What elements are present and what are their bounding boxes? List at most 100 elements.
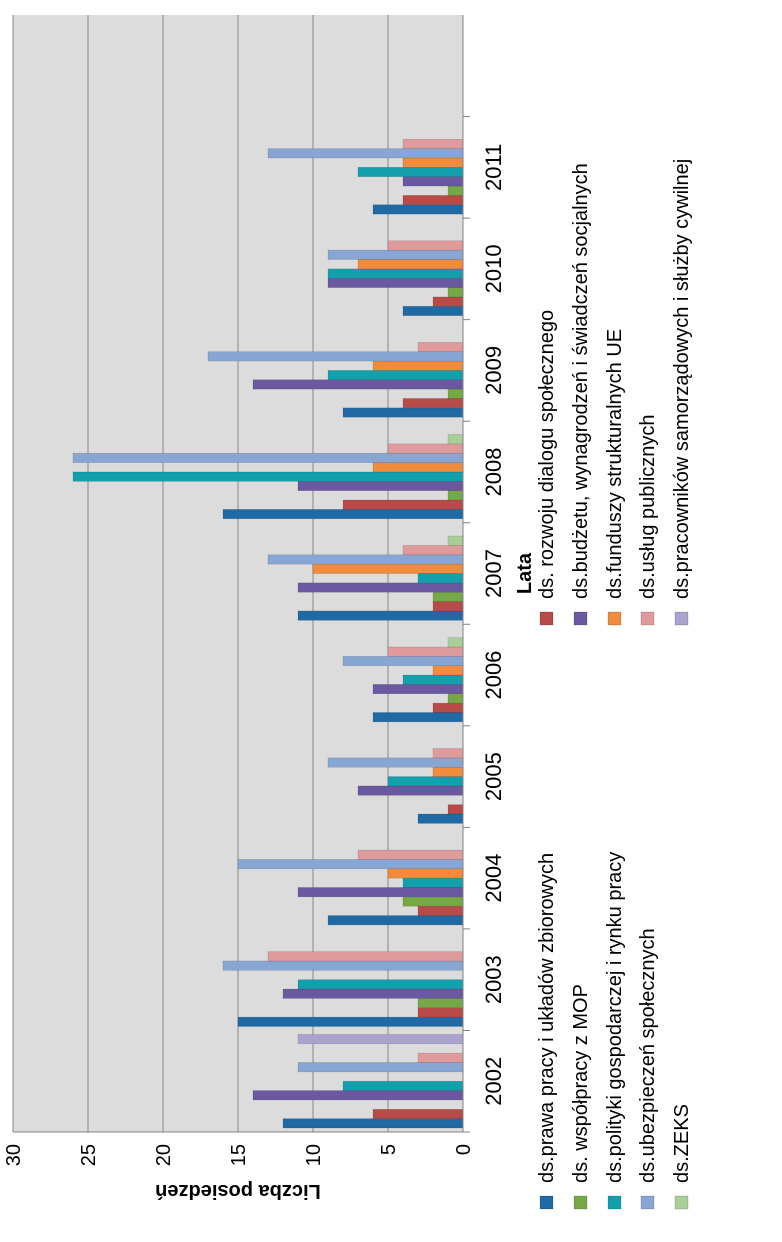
bar [327,915,464,926]
bar [402,138,464,149]
bar [372,462,464,473]
axes [13,15,470,1133]
legend-swatch [539,611,554,626]
legend-swatch [674,1195,689,1210]
bar [312,563,464,574]
bar [447,185,464,196]
bar [447,490,464,501]
value-tick-label: 30 [3,1144,25,1166]
bar [342,407,464,418]
bar [447,388,464,399]
bar [297,610,464,621]
bar [342,499,464,510]
value-tick-label: 20 [153,1144,175,1166]
bar [252,379,464,390]
legend-swatch [607,1195,622,1210]
bar [417,573,464,584]
category-tick-label: 2009 [481,346,506,395]
bar [372,360,464,371]
bar [402,195,464,206]
category-tick-label: 2007 [481,549,506,598]
bar [447,637,464,648]
category-tick-label: 2010 [481,244,506,293]
bar [297,1062,464,1073]
value-tick-label: 25 [78,1144,100,1166]
bar [327,268,464,279]
legend-label: ds. rozwoju dialogu społecznego [536,310,558,599]
bar [387,443,464,454]
bar [387,646,464,657]
category-tick-label: 2008 [481,447,506,496]
legend-swatch [607,611,622,626]
bar [342,1080,464,1091]
legend: ds.prawa pracy i układów zbiorowych ds. w… [536,159,693,1210]
bar [222,509,464,520]
category-tick-label: 2006 [481,651,506,700]
bars [72,138,464,1129]
legend-label: ds.pracowników samorządowych i służby cy… [671,159,693,599]
bar [447,535,464,546]
value-tick-label: 5 [378,1144,400,1155]
bar [417,998,464,1009]
bar [417,1052,464,1063]
bar [447,287,464,298]
bar [297,979,464,990]
bar [327,757,464,768]
bar [447,434,464,445]
legend-swatch [674,611,689,626]
bar [447,804,464,815]
legend-label: ds.funduszy strukturalnych UE [604,329,626,599]
bar [432,296,464,307]
bar [237,859,464,870]
value-tick-label: 10 [303,1144,325,1166]
category-tick-label: 2011 [481,144,506,191]
legend-label: ds.usług publicznych [637,414,659,599]
bar [417,905,464,916]
bar [207,351,464,362]
bar [327,249,464,260]
bar [372,684,464,695]
bar [342,656,464,666]
bar [267,951,464,962]
legend-label: ds. współpracy z MOP [570,984,592,1183]
bar [402,545,464,556]
category-tick-label: 2005 [481,752,506,801]
bar [402,877,464,888]
legend-label: ds.budżetu, wynagrodzeń i świadczeń socj… [570,163,592,599]
bar [402,176,464,187]
bar [72,471,464,482]
bar [417,813,464,824]
bar [297,1034,464,1045]
bar [432,665,464,676]
bar [282,1118,464,1129]
legend-label: ds.ZEKS [671,1104,693,1183]
bar [432,601,464,612]
bar [357,167,464,177]
bar [267,554,464,565]
bar [357,259,464,270]
bar [387,776,464,787]
bar [327,277,464,288]
bar [402,398,464,409]
legend-label: ds.polityki gospodarczej i rynku pracy [604,852,626,1183]
legend-label: ds.ubezpieczeń społecznych [637,928,659,1183]
category-tick-label: 2003 [481,955,506,1004]
value-tick-labels: 0 5 10 15 20 25 30 [3,1144,475,1166]
legend-swatch [539,1195,554,1210]
legend-swatch [573,611,588,626]
bar [267,148,464,159]
legend-swatch [640,1195,655,1210]
bar [417,342,464,352]
bar [402,305,464,316]
bar [372,204,464,215]
bar [417,1007,464,1018]
bar [432,766,464,777]
x-axis-title: Lata [514,552,536,594]
bar [372,712,464,723]
bar [297,887,464,898]
bar [432,591,464,602]
bar [387,868,464,879]
